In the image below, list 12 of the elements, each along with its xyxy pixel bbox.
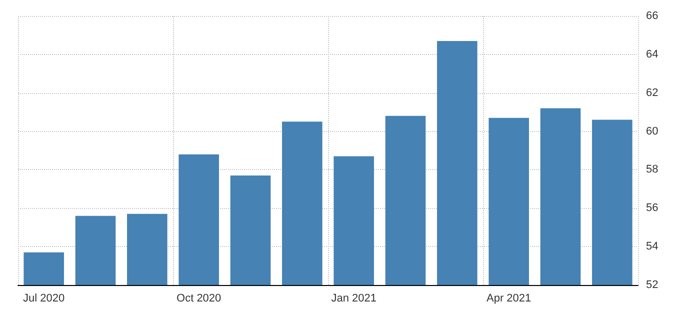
y-tick-label: 56 [646,202,658,214]
y-tick-label: 60 [646,125,658,138]
y-tick-label: 66 [646,10,658,22]
x-tick-label: Jan 2021 [331,292,376,304]
x-tick-label: Jul 2020 [23,292,65,304]
y-tick-label: 62 [646,86,658,99]
y-tick-label: 58 [646,164,658,176]
x-tick-label: Apr 2021 [486,292,532,304]
y-tick-label: 52 [646,279,658,291]
y-tick-label: 64 [646,48,658,60]
y-tick-label: 54 [646,240,658,253]
x-tick-label: Oct 2020 [176,292,222,304]
